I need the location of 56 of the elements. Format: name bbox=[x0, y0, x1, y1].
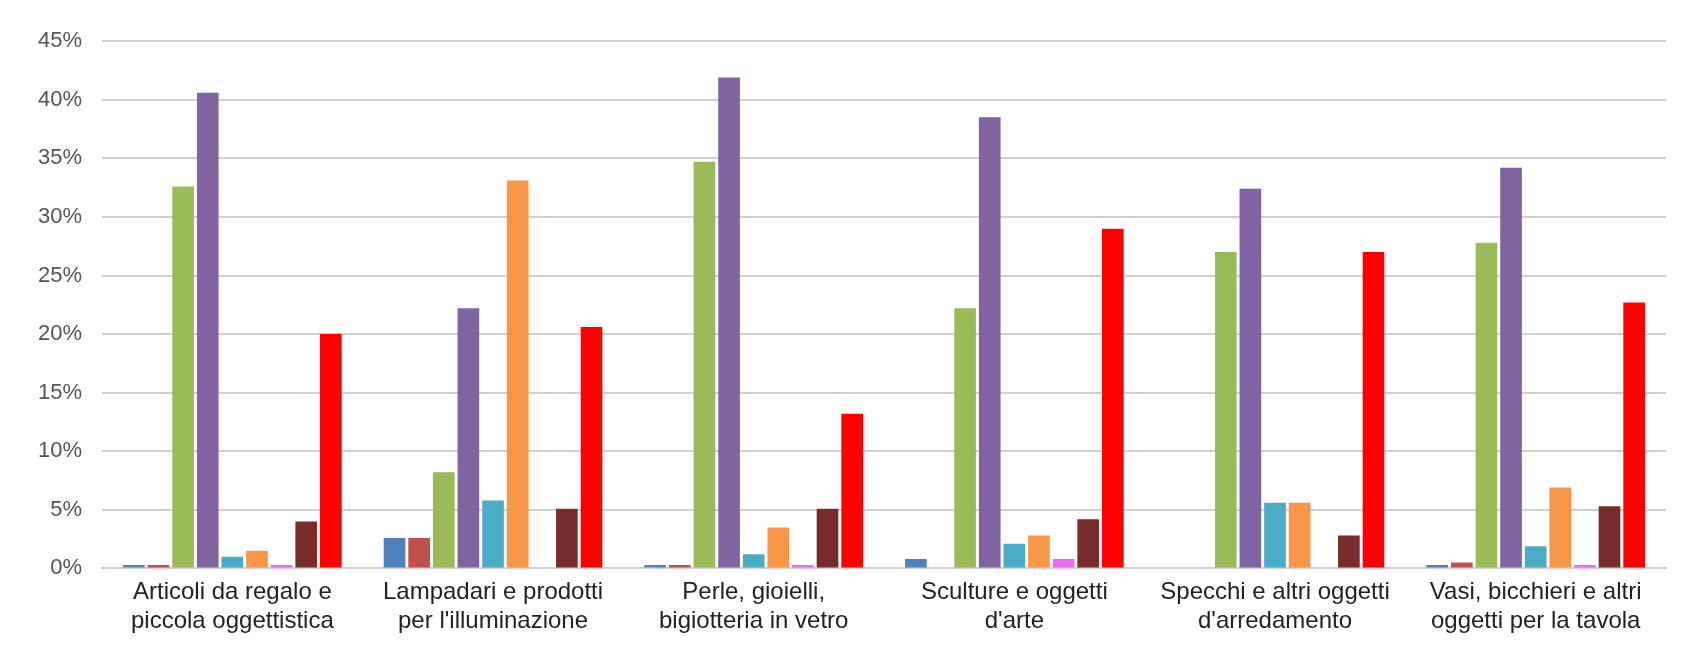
x-tick-label: Vasi, bicchieri e altri oggetti per la tavola bbox=[1429, 577, 1642, 634]
bar bbox=[841, 413, 863, 568]
bar bbox=[408, 537, 430, 568]
bar bbox=[1101, 228, 1124, 568]
y-tick-label: 5% bbox=[50, 495, 83, 521]
x-tick-label: Specchi e altri oggetti d'arredamento bbox=[1160, 577, 1390, 634]
x-tick-label: Sculture e oggetti d'arte bbox=[920, 577, 1108, 634]
bar bbox=[1338, 535, 1360, 568]
bar bbox=[506, 180, 529, 568]
bar bbox=[1288, 502, 1311, 568]
bar bbox=[1362, 252, 1385, 568]
bar bbox=[172, 186, 194, 568]
bar bbox=[1500, 167, 1522, 568]
bar bbox=[482, 500, 504, 568]
bar bbox=[457, 308, 480, 568]
y-tick-label: 0% bbox=[50, 554, 83, 580]
bar bbox=[580, 327, 603, 568]
x-tick-label: Lampadari e prodotti per l'illuminazione bbox=[382, 577, 604, 634]
bar bbox=[905, 559, 927, 568]
x-tick-label: Perle, gioielli, bigiotteria in vetro bbox=[658, 577, 849, 634]
bar bbox=[1549, 487, 1572, 568]
bar bbox=[954, 308, 976, 568]
y-tick-label: 15% bbox=[37, 378, 83, 404]
bar bbox=[320, 334, 342, 568]
bar bbox=[1077, 519, 1100, 568]
y-tick-label: 20% bbox=[37, 320, 83, 346]
bar bbox=[295, 521, 318, 568]
y-tick-label: 10% bbox=[37, 437, 83, 463]
bar bbox=[1028, 535, 1050, 568]
bar bbox=[767, 527, 790, 568]
bar bbox=[718, 77, 740, 568]
y-tick-label: 35% bbox=[37, 144, 83, 170]
y-tick-label: 30% bbox=[37, 203, 83, 228]
bar bbox=[1598, 506, 1621, 568]
bar bbox=[1052, 559, 1075, 568]
bar bbox=[742, 554, 765, 568]
bar bbox=[1623, 302, 1645, 568]
bar bbox=[1003, 543, 1026, 568]
bar bbox=[816, 508, 839, 568]
bar bbox=[432, 472, 455, 568]
bar bbox=[1214, 252, 1237, 568]
bar bbox=[556, 508, 578, 568]
bar bbox=[196, 92, 219, 568]
bar bbox=[221, 556, 244, 568]
y-tick-label: 25% bbox=[37, 261, 83, 287]
y-tick-label: 40% bbox=[37, 85, 83, 111]
bar bbox=[383, 537, 406, 568]
x-tick-label: Articoli da regalo e piccola oggettistica bbox=[130, 577, 335, 634]
y-tick-label: 45% bbox=[37, 27, 83, 53]
bar bbox=[246, 550, 268, 568]
bar bbox=[1475, 242, 1498, 568]
bar bbox=[1264, 502, 1286, 568]
bar bbox=[1524, 546, 1547, 568]
bar bbox=[978, 117, 1001, 568]
bar bbox=[693, 161, 716, 568]
bar bbox=[1239, 188, 1262, 568]
